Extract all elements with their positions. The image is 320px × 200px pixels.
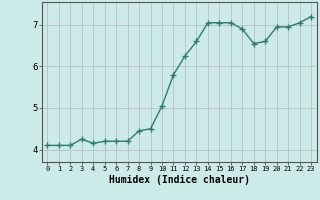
- X-axis label: Humidex (Indice chaleur): Humidex (Indice chaleur): [109, 175, 250, 185]
